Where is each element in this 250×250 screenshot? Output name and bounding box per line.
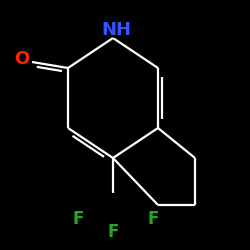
Text: NH: NH [101,21,131,39]
Text: F: F [147,210,159,228]
Text: F: F [107,223,119,241]
Text: F: F [72,210,84,228]
Text: O: O [14,50,30,68]
